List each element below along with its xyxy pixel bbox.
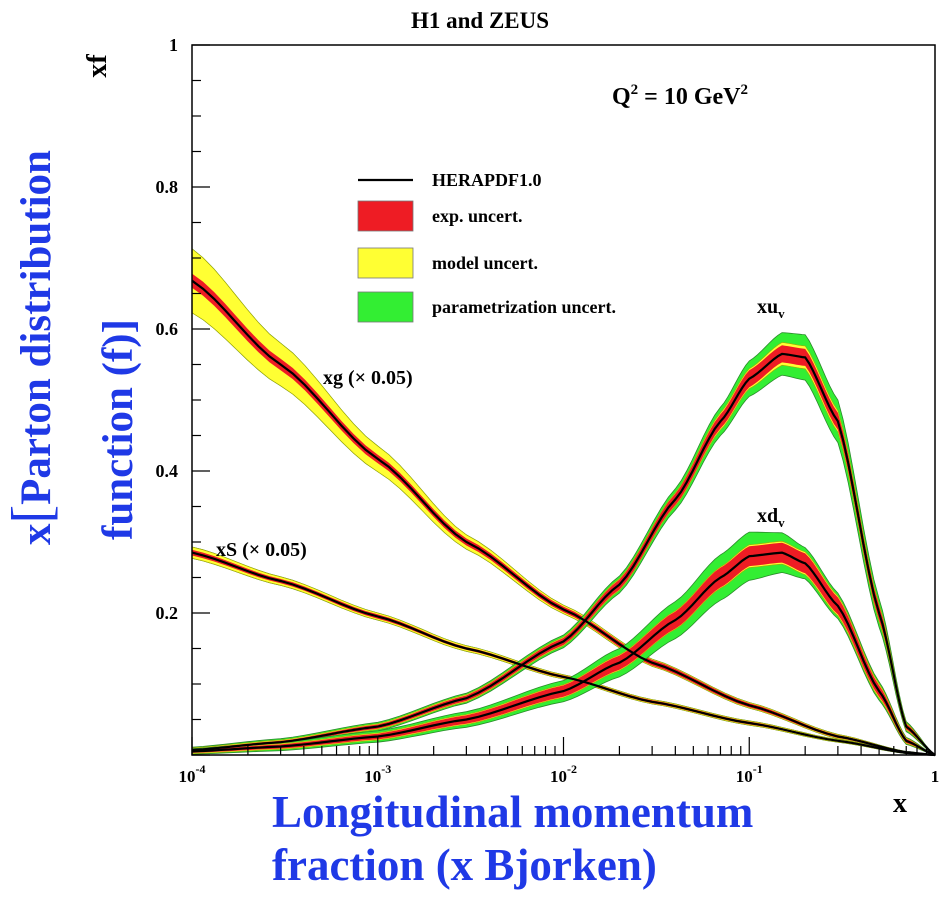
y-tick-label: 0.4	[156, 461, 179, 481]
y-tick-label: 0.6	[156, 319, 179, 339]
y-tick-label: 0.8	[156, 177, 179, 197]
series-labels: xg (× 0.05) xS (× 0.05) xuv xdv	[216, 296, 785, 561]
series-1-central-line	[191, 551, 936, 757]
series-label: xg (× 0.05)	[323, 367, 413, 389]
bottom-label-line2: fraction (x Bjorken)	[272, 840, 657, 890]
side-label-line1: x[Parton distribution	[1, 150, 63, 545]
x-tick-label: 10-4	[179, 762, 206, 786]
series-0-central-line	[191, 279, 936, 757]
series-label: xS (× 0.05)	[216, 539, 307, 561]
central-curves	[191, 279, 936, 757]
x-axis-title: x	[893, 788, 907, 819]
x-tick-label: 10-2	[550, 762, 577, 786]
legend-band-swatch	[357, 247, 414, 279]
y-axis-ticks: 0.2 0.4 0.6 0.8 1	[156, 35, 210, 756]
x-tick-label: 10-1	[736, 762, 763, 786]
legend-band-swatch	[357, 291, 414, 323]
legend-band-swatch	[357, 200, 414, 232]
legend-label: HERAPDF1.0	[432, 170, 542, 190]
legend: HERAPDF1.0 exp. uncert. model uncert. param…	[357, 170, 616, 323]
chart-title: H1 and ZEUS	[411, 8, 549, 33]
x-tick-label: 1	[931, 767, 940, 786]
x-tick-label: 10-3	[364, 762, 391, 786]
side-label-line2: function (f)]	[95, 319, 142, 540]
uncertainty-bands	[191, 247, 936, 756]
series-label: xdv	[757, 505, 785, 530]
q2-annotation: Q2 = 10 GeV2	[612, 82, 748, 110]
y-tick-label: 0.2	[156, 603, 179, 623]
series-2-central-line	[191, 352, 936, 756]
series-3-central-line	[191, 551, 936, 757]
legend-label: parametrization uncert.	[432, 297, 616, 317]
bottom-label-line1: Longitudinal momentum	[272, 787, 754, 837]
bottom-label: Longitudinal momentum fraction (x Bjorke…	[272, 786, 753, 892]
y-tick-label: 1	[169, 35, 178, 55]
series-label: xuv	[757, 296, 785, 321]
y-axis-title: xf	[82, 54, 113, 78]
legend-label: exp. uncert.	[432, 206, 522, 226]
legend-label: model uncert.	[432, 253, 538, 273]
